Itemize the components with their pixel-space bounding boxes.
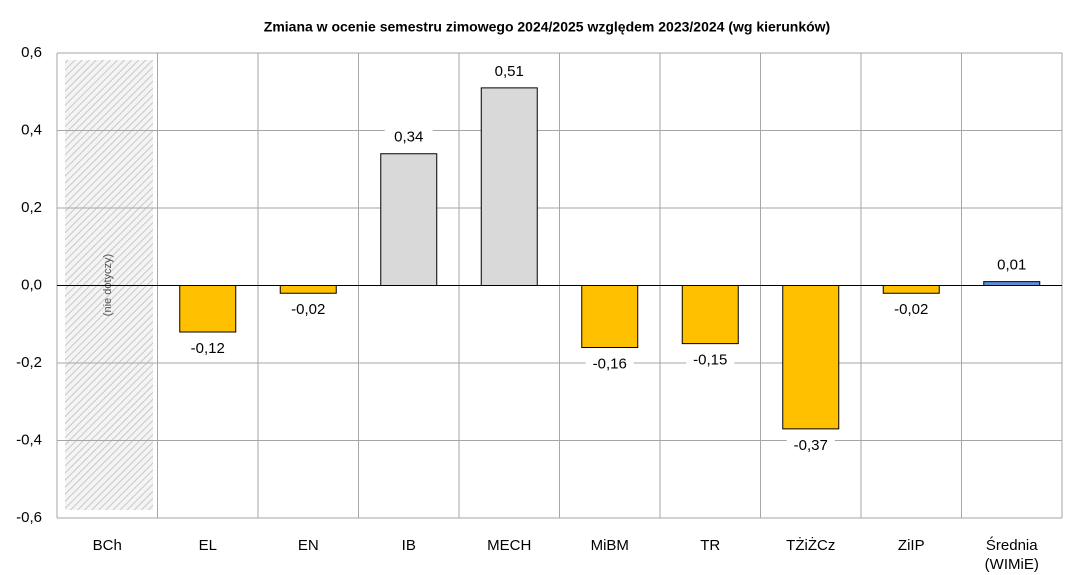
x-tick-label: BCh [92, 537, 122, 554]
value-label: -0,02 [894, 301, 928, 318]
value-label-bg [485, 61, 534, 82]
bar [782, 285, 840, 430]
x-tick-label: IB [401, 537, 416, 554]
y-tick-label: -0,4 [16, 431, 42, 448]
bar [681, 285, 739, 345]
value-label: -0,37 [794, 437, 828, 454]
x-tick-label: MiBM [590, 537, 629, 554]
value-label: 0,34 [394, 129, 423, 146]
bar [179, 285, 237, 333]
value-label: -0,02 [291, 301, 325, 318]
value-label: -0,12 [191, 340, 225, 357]
x-tick-label: MECH [487, 537, 532, 554]
x-tick-label: EN [297, 537, 319, 554]
bar [279, 285, 337, 294]
chart-title: Zmiana w ocenie semestru zimowego 2024/2… [264, 19, 830, 35]
x-tick-label: ZiIP [897, 537, 925, 554]
value-label-bg [786, 435, 835, 456]
y-tick-label: -0,2 [16, 354, 42, 371]
value-label: 0,01 [997, 257, 1026, 274]
bar [480, 87, 538, 286]
value-label-bg [384, 127, 433, 148]
value-label: 0,51 [495, 63, 524, 80]
x-tick-label: TŻiŻCz [786, 537, 836, 554]
value-label-bg [987, 255, 1036, 276]
value-label-bg [585, 354, 634, 375]
value-label-bg [887, 300, 936, 321]
value-label-bg [686, 350, 735, 371]
bar [380, 153, 438, 286]
bar [581, 285, 639, 348]
y-tick-label: 0,0 [21, 276, 42, 293]
x-tick-label: EL [198, 537, 217, 554]
value-label: -0,15 [693, 352, 727, 369]
bar [882, 285, 940, 294]
y-tick-label: 0,6 [21, 44, 42, 61]
value-label-bg [284, 300, 333, 321]
x-tick-label: TR [700, 537, 721, 554]
value-label: -0,16 [593, 355, 627, 372]
y-tick-label: 0,2 [21, 199, 42, 216]
value-label-bg [183, 339, 232, 359]
y-tick-label: 0,4 [21, 121, 42, 138]
y-tick-label: -0,6 [16, 509, 42, 526]
bar [983, 281, 1041, 286]
x-tick-label: Średnia (WIMiE) [984, 537, 1039, 573]
